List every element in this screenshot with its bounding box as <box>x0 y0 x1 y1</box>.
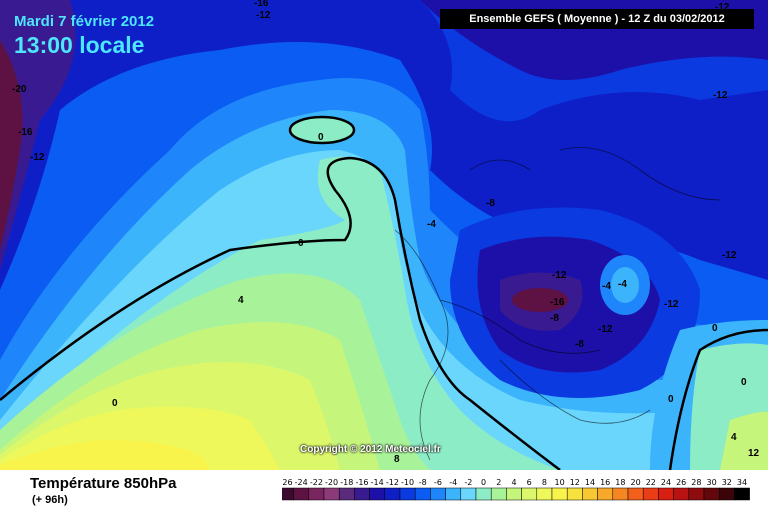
legend-color-swatch <box>354 487 370 501</box>
legend-tick-label: -2 <box>464 478 472 487</box>
legend-tick-label: -14 <box>371 478 384 487</box>
legend-color-swatch <box>338 487 355 501</box>
legend-color-swatch <box>490 487 507 501</box>
contour-label: -16 <box>550 297 565 308</box>
contour-label: -12 <box>256 10 271 21</box>
legend-tick-label: 2 <box>496 478 501 487</box>
legend-tick-label: 10 <box>555 478 565 487</box>
legend-tick-label: -22 <box>310 478 323 487</box>
legend-tick-label: 14 <box>585 478 595 487</box>
legend-color-swatch <box>323 487 340 501</box>
contour-label: 8 <box>394 454 400 465</box>
legend-color-swatch <box>506 487 522 501</box>
legend-color-swatch <box>566 487 583 501</box>
contour-label: -4 <box>602 281 611 292</box>
contour-label: -8 <box>486 198 495 209</box>
temperature-map: -16-12-20-16-120040-4-8-12-12-12-12-16-4… <box>0 0 768 470</box>
legend-color-swatch <box>718 487 735 501</box>
legend-color-swatch <box>399 487 416 501</box>
contour-label: 12 <box>748 448 760 459</box>
contour-label: -12 <box>664 299 679 310</box>
contour-label: -8 <box>550 313 559 324</box>
legend-tick-label: 16 <box>600 478 610 487</box>
legend-color-swatch <box>460 487 477 501</box>
legend-tick-label: -8 <box>419 478 427 487</box>
forecast-time: 13:00 locale <box>14 32 145 58</box>
legend-tick-label: -12 <box>386 478 399 487</box>
legend-tick-label: 20 <box>631 478 641 487</box>
legend-color-swatch <box>551 487 568 501</box>
legend-tick-label: 12 <box>570 478 580 487</box>
contour-label: 4 <box>238 295 244 306</box>
contour-label: 0 <box>741 377 747 388</box>
contour-label: -12 <box>713 90 728 101</box>
legend-tick-label: 6 <box>527 478 532 487</box>
legend-color-swatch <box>475 487 492 501</box>
color-scale-legend: -26-24-22-20-18-16-14-12-10-8-6-4-202468… <box>282 478 750 501</box>
legend-color-swatch <box>703 487 720 501</box>
forecast-date: Mardi 7 février 2012 <box>14 13 155 30</box>
legend-color-swatch <box>612 487 629 501</box>
model-info-banner: Ensemble GEFS ( Moyenne ) - 12 Z du 03/0… <box>440 9 754 29</box>
legend-tick-label: -6 <box>434 478 442 487</box>
legend-tick-label: -18 <box>340 478 353 487</box>
legend-tick-label: -24 <box>295 478 308 487</box>
contour-label: 0 <box>712 323 718 334</box>
contour-label: -4 <box>618 279 627 290</box>
legend-color-swatch <box>734 487 750 501</box>
legend-color-swatch <box>521 487 538 501</box>
legend-color-swatch <box>430 487 446 501</box>
legend-color-swatch <box>308 487 325 501</box>
legend-color-swatch <box>536 487 553 501</box>
legend-tick-label: 34 <box>737 478 747 487</box>
legend-tick-label: 4 <box>511 478 516 487</box>
chart-title: Température 850hPa <box>30 475 177 492</box>
legend-color-swatch <box>658 487 674 501</box>
contour-label: -4 <box>427 219 436 230</box>
contour-label: -20 <box>12 84 27 95</box>
legend-tick-label: 18 <box>615 478 625 487</box>
legend-tick-label: 32 <box>722 478 732 487</box>
contour-label: 0 <box>112 398 118 409</box>
contour-label: -16 <box>254 0 269 9</box>
legend-tick-label: -10 <box>401 478 414 487</box>
legend-tick-label: 26 <box>676 478 686 487</box>
legend-tick-label: 0 <box>481 478 486 487</box>
legend-color-swatch <box>597 487 614 501</box>
contour-label: 4 <box>731 432 737 443</box>
legend-color-swatch <box>414 487 431 501</box>
legend-tick-label: -16 <box>355 478 368 487</box>
contour-label: -8 <box>575 339 584 350</box>
legend-tick-label: -20 <box>325 478 338 487</box>
legend-color-swatch <box>282 487 294 501</box>
legend-color-swatch <box>369 487 386 501</box>
legend-color-swatch <box>384 487 401 501</box>
contour-label: 0 <box>298 238 304 249</box>
legend-tick-label: 8 <box>542 478 547 487</box>
legend-color-swatch <box>582 487 598 501</box>
legend-color-swatch <box>673 487 690 501</box>
legend-color-swatch <box>688 487 705 501</box>
legend-color-swatch <box>445 487 462 501</box>
legend-tick-label: -4 <box>449 478 457 487</box>
legend-color-swatch <box>642 487 659 501</box>
contour-label: -12 <box>598 324 613 335</box>
contour-label: -12 <box>552 270 567 281</box>
contour-label: -12 <box>715 2 730 13</box>
legend-tick-label: 30 <box>707 478 717 487</box>
contour-label: -16 <box>18 127 33 138</box>
copyright-notice: Copyright © 2012 Meteociel.fr <box>300 444 441 455</box>
contour-label: 0 <box>668 394 674 405</box>
legend-color-swatch <box>627 487 644 501</box>
legend-tick-label: 28 <box>691 478 701 487</box>
legend-color-swatch <box>293 487 310 501</box>
contour-label: -12 <box>722 250 737 261</box>
forecast-range: (+ 96h) <box>32 494 68 506</box>
legend-tick-label: -26 <box>282 478 293 487</box>
contour-label: 0 <box>318 132 324 143</box>
contour-label: -12 <box>30 152 45 163</box>
legend-tick-label: 24 <box>661 478 671 487</box>
legend-tick-label: 22 <box>646 478 656 487</box>
